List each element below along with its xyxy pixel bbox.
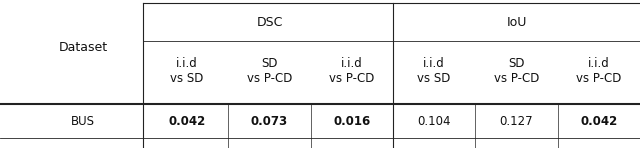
Text: IoU: IoU: [506, 16, 527, 29]
Text: SD
vs P-CD: SD vs P-CD: [247, 57, 292, 85]
Text: 0.042: 0.042: [580, 115, 618, 128]
Text: 0.073: 0.073: [251, 115, 288, 128]
Text: i.i.d
vs SD: i.i.d vs SD: [170, 57, 204, 85]
Text: Dataset: Dataset: [59, 41, 108, 54]
Text: BUS: BUS: [71, 115, 95, 128]
Text: i.i.d
vs P-CD: i.i.d vs P-CD: [576, 57, 621, 85]
Text: i.i.d
vs P-CD: i.i.d vs P-CD: [329, 57, 374, 85]
Text: 0.016: 0.016: [333, 115, 371, 128]
Text: 0.104: 0.104: [417, 115, 451, 128]
Text: SD
vs P-CD: SD vs P-CD: [494, 57, 539, 85]
Text: i.i.d
vs SD: i.i.d vs SD: [417, 57, 451, 85]
Text: 0.042: 0.042: [168, 115, 205, 128]
Text: DSC: DSC: [256, 16, 283, 29]
Text: 0.127: 0.127: [500, 115, 533, 128]
